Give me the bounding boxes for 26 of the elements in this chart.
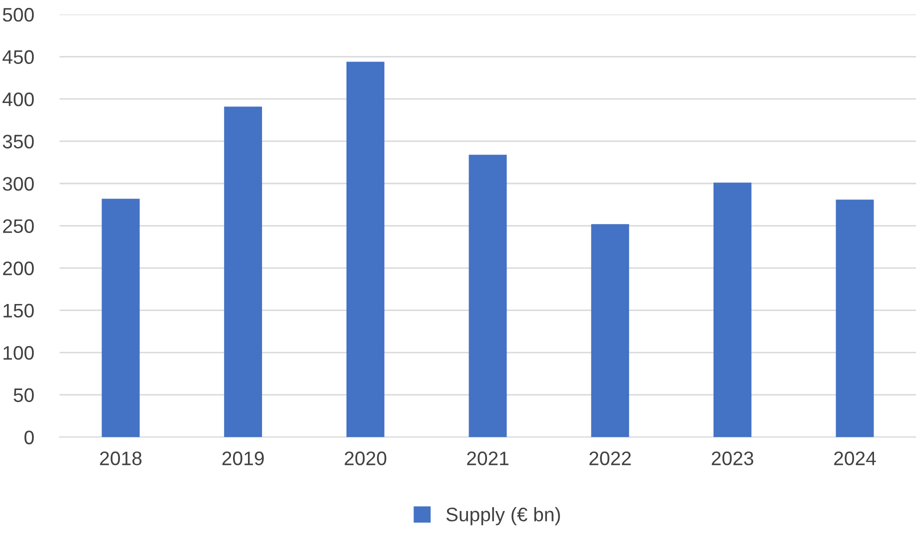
x-tick-label: 2022: [589, 451, 631, 466]
y-tick-label: 250: [3, 219, 34, 234]
bar: [102, 198, 140, 438]
y-tick-label: 200: [3, 262, 34, 276]
x-tick-label: 2018: [100, 451, 142, 466]
x-tick-label: 2020: [344, 451, 386, 466]
x-tick-label: 2021: [467, 451, 508, 466]
bar: [224, 106, 262, 438]
bar: [468, 154, 507, 438]
y-tick-label: 0: [24, 430, 34, 444]
bar: [836, 200, 874, 438]
y-tick-label: 50: [14, 388, 34, 402]
x-tick-label: 2023: [712, 451, 754, 466]
y-tick-label: 300: [2, 176, 34, 191]
x-tick-label: 2019: [222, 451, 264, 466]
y-tick-label: 100: [4, 346, 34, 360]
y-tick-label: 450: [2, 50, 34, 64]
legend-label: Supply (€ bn): [446, 507, 560, 526]
y-tick-label: 150: [4, 304, 34, 318]
y-tick-label: 400: [2, 92, 34, 106]
bar: [346, 62, 384, 438]
y-tick-label: 350: [2, 134, 34, 148]
bar: [591, 224, 630, 438]
x-tick-label: 2024: [834, 451, 876, 466]
y-tick-label: 500: [2, 8, 34, 22]
bar: [714, 182, 752, 438]
